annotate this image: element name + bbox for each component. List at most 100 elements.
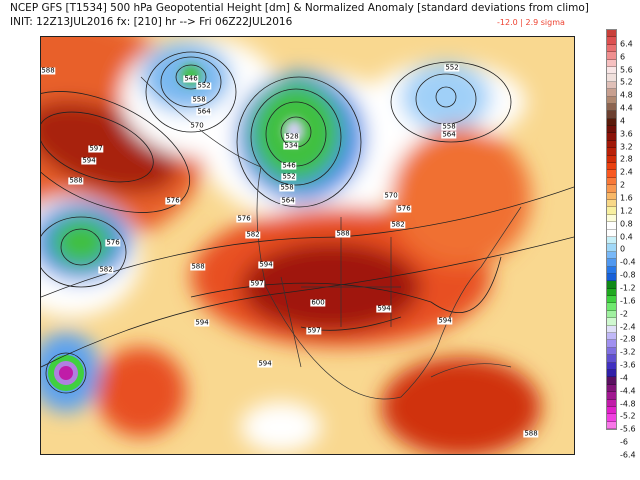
colorbar-swatch	[607, 340, 616, 348]
colorbar-swatch	[607, 399, 616, 407]
contour-label: 570	[189, 121, 205, 130]
colorbar-swatch	[607, 59, 616, 67]
contour-label: 576	[236, 214, 252, 223]
contour-label: 552	[196, 81, 212, 90]
contour-label: 528	[284, 132, 300, 141]
colorbar-swatch	[607, 199, 616, 208]
colorbar-swatch	[607, 66, 616, 75]
contour-label: 564	[196, 107, 212, 116]
contour-label: 594	[376, 304, 392, 313]
colorbar-tick-label: -5.6	[620, 424, 636, 434]
contour-label: 576	[396, 204, 412, 213]
colorbar-tick-label: 2.8	[620, 154, 633, 164]
colorbar	[606, 29, 617, 431]
colorbar-swatch	[607, 392, 616, 400]
colorbar-swatch	[607, 266, 616, 274]
colorbar-tick-label: 3.6	[620, 129, 633, 139]
colorbar-swatch	[607, 133, 616, 141]
colorbar-swatch	[607, 44, 616, 53]
colorbar-swatch	[607, 163, 616, 171]
colorbar-swatch	[607, 126, 616, 134]
colorbar-swatch	[607, 377, 616, 385]
colorbar-tick-label: 0.8	[620, 219, 633, 229]
contour-label: 564	[280, 196, 296, 205]
contour-label: 576	[165, 196, 181, 205]
chart-title: NCEP GFS [T1534] 500 hPa Geopotential He…	[10, 2, 589, 14]
colorbar-swatch	[607, 37, 616, 45]
contour-label: 564	[441, 130, 457, 139]
contour-label: 588	[523, 429, 539, 438]
colorbar-tick-label: -6.4	[620, 450, 636, 460]
colorbar-swatch	[607, 251, 616, 260]
colorbar-swatch	[607, 229, 616, 237]
contour-label: 576	[105, 238, 121, 247]
colorbar-swatch	[607, 148, 616, 156]
colorbar-swatch	[607, 244, 616, 252]
colorbar-tick-label: 1.2	[620, 206, 633, 216]
contour-label: 552	[281, 172, 297, 181]
contour-label: 558	[279, 183, 295, 192]
colorbar-tick-label: -4.4	[620, 386, 636, 396]
contour-label: 588	[190, 262, 206, 271]
contour-label: 594	[257, 359, 273, 368]
colorbar-tick-label: -1.6	[620, 296, 636, 306]
colorbar-swatch	[607, 192, 616, 200]
colorbar-swatch	[607, 155, 616, 164]
colorbar-swatch	[607, 288, 616, 297]
contour-label: 582	[245, 230, 261, 239]
contour-label: 582	[390, 220, 406, 229]
colorbar-swatch	[607, 74, 616, 82]
colorbar-tick-label: -3.6	[620, 360, 636, 370]
colorbar-swatch	[607, 347, 616, 356]
colorbar-swatch	[607, 207, 616, 215]
colorbar-tick-label: 4.4	[620, 103, 633, 113]
colorbar-swatch	[607, 362, 616, 370]
colorbar-swatch	[607, 118, 616, 127]
colorbar-swatch	[607, 96, 616, 104]
contour-label: 597	[249, 279, 265, 288]
colorbar-tick-label: -2.4	[620, 322, 636, 331]
colorbar-tick-label: -3.2	[620, 347, 636, 357]
init-forecast-line: INIT: 12Z13JUL2016 fx: [210] hr --> Fri …	[10, 16, 293, 28]
colorbar-swatch	[607, 303, 616, 311]
contour-label: 597	[88, 144, 104, 153]
colorbar-tick-label: -6	[620, 437, 628, 447]
contour-label: 558	[191, 95, 207, 104]
colorbar-tick-label: -2	[620, 309, 628, 319]
colorbar-swatch	[607, 355, 616, 363]
contour-label: 558	[441, 122, 457, 131]
colorbar-swatch	[607, 140, 616, 149]
colorbar-tick-label: -1.2	[620, 283, 636, 293]
colorbar-swatch	[607, 421, 616, 430]
contour-label: 546	[281, 161, 297, 170]
contour-label: 594	[81, 156, 97, 165]
colorbar-swatch	[607, 273, 616, 282]
colorbar-swatch	[607, 103, 616, 112]
contour-label: 582	[98, 265, 114, 274]
contour-label: 534	[283, 141, 299, 150]
colorbar-tick-label: 2.4	[620, 167, 633, 177]
colorbar-tick-label: 1.6	[620, 193, 633, 203]
colorbar-swatch	[607, 296, 616, 304]
contour-label: 552	[444, 63, 460, 72]
colorbar-swatch	[607, 81, 616, 90]
colorbar-swatch	[607, 384, 616, 393]
contour-label: 600	[310, 298, 326, 307]
colorbar-swatch	[607, 236, 616, 245]
colorbar-tick-label: 5.6	[620, 65, 633, 74]
colorbar-tick-label: 2	[620, 180, 626, 190]
contour-label: 597	[306, 326, 322, 335]
colorbar-tick-label: -4.8	[620, 399, 636, 409]
colorbar-swatch	[607, 52, 616, 60]
contour-label: 570	[383, 191, 399, 200]
colorbar-tick-label: 4	[620, 116, 626, 126]
colorbar-swatch	[607, 170, 616, 178]
colorbar-tick-label: 6	[620, 52, 626, 62]
colorbar-tick-label: 5.2	[620, 77, 633, 87]
contour-label: 588	[41, 66, 56, 75]
colorbar-tick-label: -4	[620, 373, 628, 383]
anomaly-range: -12.0 | 2.9 sigma	[497, 18, 565, 27]
colorbar-swatch	[607, 111, 616, 119]
colorbar-swatch	[607, 259, 616, 267]
colorbar-tick-label: -2.8	[620, 334, 636, 344]
